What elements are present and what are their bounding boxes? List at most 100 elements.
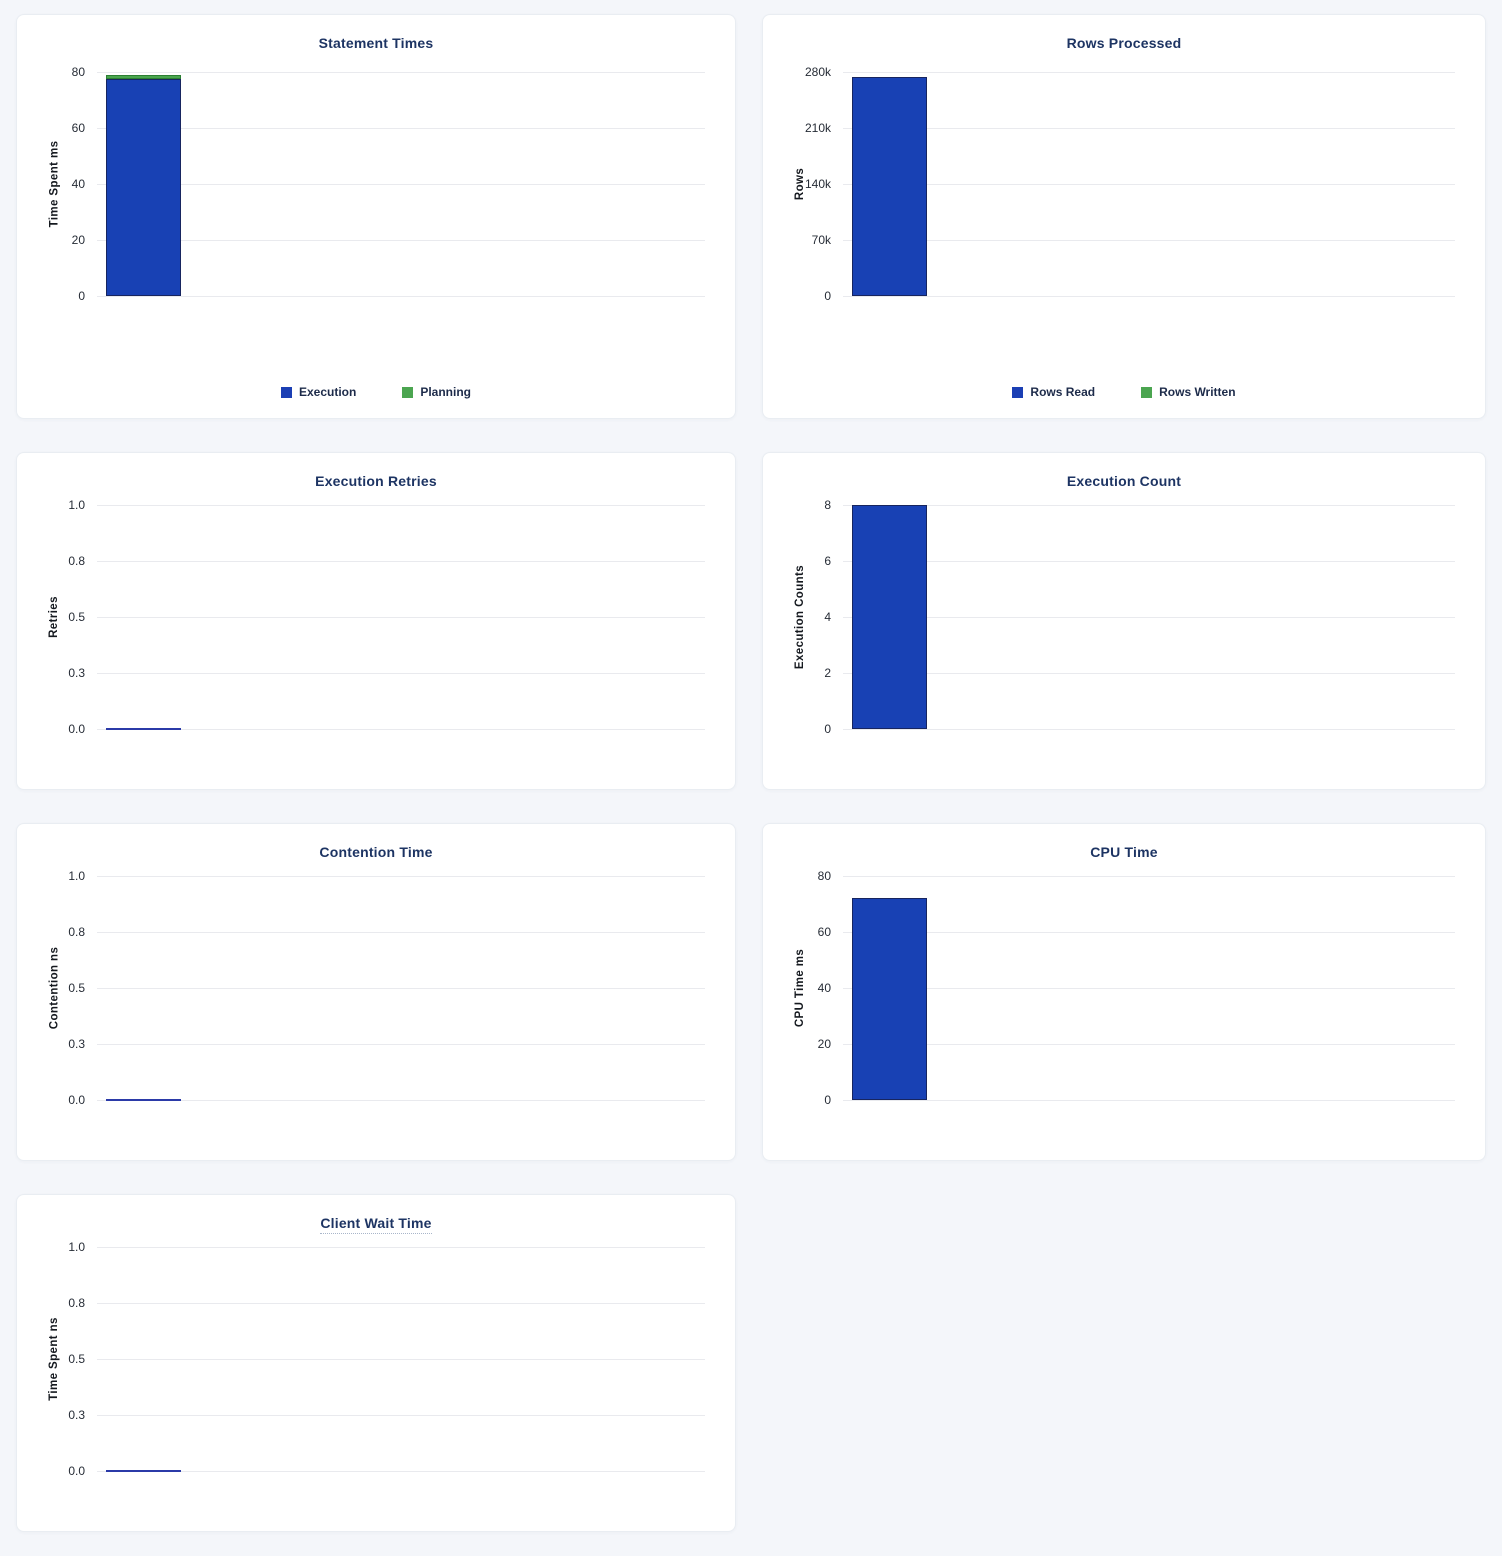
gridline xyxy=(97,876,705,877)
gridline xyxy=(843,932,1455,933)
plot-area: 1.0 0.8 0.5 0.3 0.0 xyxy=(68,1241,705,1477)
y-axis-tick-label: 8 xyxy=(824,498,831,512)
chart-title: Execution Count xyxy=(763,473,1485,489)
y-axis-tick-label: 0.5 xyxy=(68,1352,85,1366)
bar-execution-count[interactable] xyxy=(852,505,927,729)
gridline xyxy=(843,505,1455,506)
chart-title-text: Execution Count xyxy=(1066,473,1182,489)
y-axis-tick-label: 70k xyxy=(811,233,831,247)
y-axis-tick-label: 140k xyxy=(804,177,831,191)
y-axis-tick-label: 0.8 xyxy=(68,925,85,939)
plot-area: 1.0 0.8 0.5 0.3 0.0 xyxy=(68,870,705,1106)
legend-item-execution[interactable]: Execution xyxy=(280,385,357,399)
chart-title: CPU Time xyxy=(763,844,1485,860)
plot-area: 8 6 4 2 0 xyxy=(824,499,1455,735)
legend-swatch-blue-icon xyxy=(280,386,292,398)
gridline xyxy=(843,72,1455,73)
gridline xyxy=(843,184,1455,185)
y-axis-tick-label: 80 xyxy=(817,869,831,883)
legend-swatch-green-icon xyxy=(402,386,414,398)
y-axis-tick-label: 0.8 xyxy=(68,554,85,568)
plot-area: 80 60 40 20 0 xyxy=(818,870,1455,1106)
gridline xyxy=(843,240,1455,241)
plot-area: 1.0 0.8 0.5 0.3 0.0 xyxy=(68,499,705,735)
bar-execution[interactable] xyxy=(106,79,181,296)
legend-label: Planning xyxy=(420,385,472,399)
y-axis-tick-label: 20 xyxy=(71,233,85,247)
gridline xyxy=(843,876,1455,877)
chart-card-contention-time: Contention Time Contention ns 1.0 0.8 0.5 0.3… xyxy=(16,823,736,1161)
gridline xyxy=(97,505,705,506)
zero-value-bar[interactable] xyxy=(106,728,181,730)
y-axis-tick-label: 0.3 xyxy=(68,1408,85,1422)
y-axis-tick-label: 6 xyxy=(824,554,831,568)
gridline xyxy=(97,72,705,73)
legend-label: Rows Written xyxy=(1159,385,1236,399)
chart-title: Execution Retries xyxy=(17,473,735,489)
gridline xyxy=(97,1415,705,1416)
gridline xyxy=(843,1044,1455,1045)
gridline xyxy=(97,1471,705,1472)
zero-value-bar[interactable] xyxy=(106,1099,181,1101)
y-axis-tick-label: 0 xyxy=(78,289,85,303)
y-axis-tick-label: 1.0 xyxy=(68,869,85,883)
gridline xyxy=(97,1247,705,1248)
legend-item-rows-written[interactable]: Rows Written xyxy=(1141,385,1236,399)
plot-area: 80 60 40 20 0 xyxy=(72,66,705,302)
y-axis-tick-label: 0.5 xyxy=(68,610,85,624)
gridline xyxy=(97,1044,705,1045)
y-axis-tick-label: 0.0 xyxy=(68,1464,85,1478)
y-axis-tick-label: 0.8 xyxy=(68,1296,85,1310)
chart-title: Client Wait Time xyxy=(17,1215,735,1234)
gridline xyxy=(843,729,1455,730)
chart-card-execution-count: Execution Count Execution Counts 8 6 4 2 0 xyxy=(762,452,1486,790)
chart-card-cpu-time: CPU Time CPU Time ms 80 60 40 20 0 xyxy=(762,823,1486,1161)
chart-card-execution-retries: Execution Retries Retries 1.0 0.8 0.5 0.3 0.0 xyxy=(16,452,736,790)
chart-card-client-wait-time: Client Wait Time Time Spent ns 1.0 0.8 0.5 0.… xyxy=(16,1194,736,1532)
y-axis-tick-label: 0 xyxy=(824,722,831,736)
y-axis-tick-label: 20 xyxy=(817,1037,831,1051)
gridline xyxy=(97,240,705,241)
gridline xyxy=(843,296,1455,297)
gridline xyxy=(97,561,705,562)
gridline xyxy=(97,184,705,185)
chart-title-text: CPU Time xyxy=(1090,844,1158,860)
y-axis-tick-label: 0.0 xyxy=(68,722,85,736)
chart-card-rows-processed: Rows Processed Rows 280k 210k 140k 70k 0 Rows R… xyxy=(762,14,1486,419)
legend-item-rows-read[interactable]: Rows Read xyxy=(1012,385,1095,399)
bar-planning[interactable] xyxy=(106,75,181,79)
y-axis-tick-label: 210k xyxy=(804,121,831,135)
chart-title-text: Rows Processed xyxy=(1066,35,1182,51)
y-axis-tick-label: 2 xyxy=(824,666,831,680)
y-axis-tick-label: 4 xyxy=(824,610,831,624)
y-axis-tick-label: 0.3 xyxy=(68,666,85,680)
gridline xyxy=(843,988,1455,989)
chart-title: Rows Processed xyxy=(763,35,1485,51)
zero-value-bar[interactable] xyxy=(106,1470,181,1472)
bar-cpu-time[interactable] xyxy=(852,898,927,1100)
y-axis-tick-label: 0 xyxy=(824,289,831,303)
legend-label: Execution xyxy=(298,385,357,399)
y-axis-tick-label: 0 xyxy=(824,1093,831,1107)
y-axis-tick-label: 1.0 xyxy=(68,498,85,512)
gridline xyxy=(843,128,1455,129)
gridline xyxy=(97,296,705,297)
gridline xyxy=(97,673,705,674)
legend-item-planning[interactable]: Planning xyxy=(402,385,471,399)
chart-title-tooltip-anchor[interactable]: Client Wait Time xyxy=(320,1215,432,1234)
y-axis-tick-label: 40 xyxy=(817,981,831,995)
y-axis-tick-label: 40 xyxy=(71,177,85,191)
y-axis-tick-label: 60 xyxy=(71,121,85,135)
legend-swatch-blue-icon xyxy=(1012,386,1024,398)
gridline xyxy=(843,561,1455,562)
chart-title: Contention Time xyxy=(17,844,735,860)
y-axis-tick-label: 80 xyxy=(71,65,85,79)
chart-title-text: Contention Time xyxy=(319,844,433,860)
chart-card-statement-times: Statement Times Time Spent ms 80 60 40 20 0 Exe… xyxy=(16,14,736,419)
bar-rows-read[interactable] xyxy=(852,77,927,296)
y-axis-tick-label: 60 xyxy=(817,925,831,939)
gridline xyxy=(97,988,705,989)
y-axis-tick-label: 0.5 xyxy=(68,981,85,995)
chart-title-text: Statement Times xyxy=(318,35,434,51)
plot-area: 280k 210k 140k 70k 0 xyxy=(805,66,1455,302)
